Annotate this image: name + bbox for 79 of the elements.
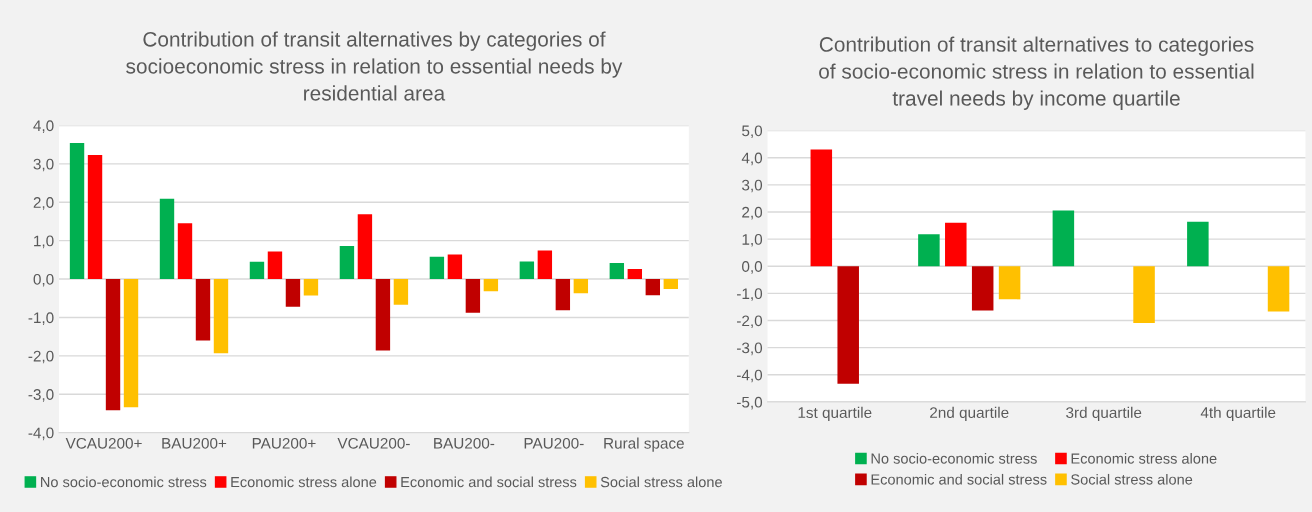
bar: [519, 261, 535, 280]
bar: [429, 256, 445, 280]
bar: [213, 279, 229, 354]
x-tick-label: 3rd quartile: [1066, 406, 1142, 422]
y-tick-label: -5,0: [737, 396, 763, 410]
legend-label: Economic stress alone: [1071, 453, 1217, 464]
chart-title: Contribution of transit alternatives to categories of socio-economic stress in relation to essential travel needs by income quartile: [819, 36, 1254, 110]
legend-label: Economic and social stress: [871, 473, 1047, 485]
legend-label: Social stress alone: [1071, 473, 1193, 485]
bar: [810, 149, 833, 267]
bar: [123, 279, 139, 408]
y-tick-label: 1,0: [34, 235, 54, 249]
x-tick-label: VCAU200+: [65, 437, 142, 449]
bar: [105, 279, 121, 411]
bar: [609, 262, 625, 280]
bar: [465, 279, 481, 313]
bar: [573, 279, 589, 294]
chart-title: Contribution of transit alternatives by categories of socioeconomic stress in relation to essential needs by residential area: [126, 31, 623, 101]
bar: [663, 279, 678, 290]
x-tick-label: Rural space: [604, 437, 684, 452]
bar: [375, 279, 391, 351]
y-tick-label: 5,0: [742, 125, 763, 139]
y-tick-label: 1,0: [742, 233, 763, 247]
legend-label: No socio-economic stress: [871, 453, 1037, 464]
legend-label: No socio-economic stress: [41, 476, 207, 488]
y-tick-label: -3,0: [28, 389, 54, 402]
bar: [159, 198, 175, 280]
y-tick-label: -2,0: [28, 350, 54, 364]
y-tick-label: 0,0: [742, 261, 763, 274]
y-tick-label: -2,0: [737, 315, 763, 328]
bar: [447, 254, 463, 280]
legend-label: Economic stress alone: [231, 476, 377, 488]
bar: [971, 266, 994, 311]
bar: [998, 266, 1021, 300]
y-tick-label: 0,0: [33, 273, 54, 287]
y-tick-label: 4,0: [741, 152, 763, 166]
x-tick-label: BAU200+: [162, 437, 227, 449]
bar: [1267, 266, 1290, 312]
y-tick-label: 3,0: [742, 179, 763, 193]
x-tick-label: PAU200-: [524, 437, 584, 449]
bar: [357, 214, 373, 280]
x-tick-label: 4th quartile: [1200, 406, 1276, 422]
bar: [483, 279, 499, 292]
bar: [195, 279, 211, 341]
y-tick-label: 2,0: [33, 197, 54, 210]
y-tick-label: 2,0: [742, 206, 763, 220]
x-tick-label: 2nd quartile: [930, 406, 1009, 422]
bar: [303, 279, 319, 296]
x-tick-label: BAU200-: [434, 437, 495, 449]
bar: [285, 279, 301, 307]
bar: [537, 250, 553, 280]
y-tick-label: -1,0: [737, 288, 763, 301]
bar: [1133, 266, 1155, 323]
y-tick-label: -4,0: [737, 369, 763, 383]
legend-label: Social stress alone: [600, 476, 722, 488]
y-tick-label: 3,0: [33, 158, 54, 172]
bar: [645, 279, 661, 296]
bar: [267, 251, 283, 280]
bar: [339, 246, 355, 280]
x-tick-label: PAU200+: [252, 437, 316, 449]
bar: [945, 222, 967, 267]
bar: [627, 269, 643, 280]
bar: [87, 155, 103, 280]
bar: [555, 279, 571, 311]
bar: [69, 143, 85, 280]
bar: [837, 266, 859, 384]
x-tick-label: VCAU200-: [337, 437, 410, 449]
y-tick-label: -4,0: [28, 427, 54, 441]
y-tick-label: -1,0: [28, 312, 54, 325]
x-tick-label: 1st quartile: [798, 406, 872, 422]
bar: [1052, 210, 1075, 267]
y-tick-label: 4,0: [33, 120, 54, 133]
bar: [918, 234, 940, 267]
bar: [393, 279, 409, 305]
bar: [177, 223, 193, 280]
legend-label: Economic and social stress: [401, 476, 577, 488]
bar: [249, 261, 265, 280]
y-tick-label: -3,0: [737, 342, 763, 356]
bar: [1187, 221, 1209, 267]
